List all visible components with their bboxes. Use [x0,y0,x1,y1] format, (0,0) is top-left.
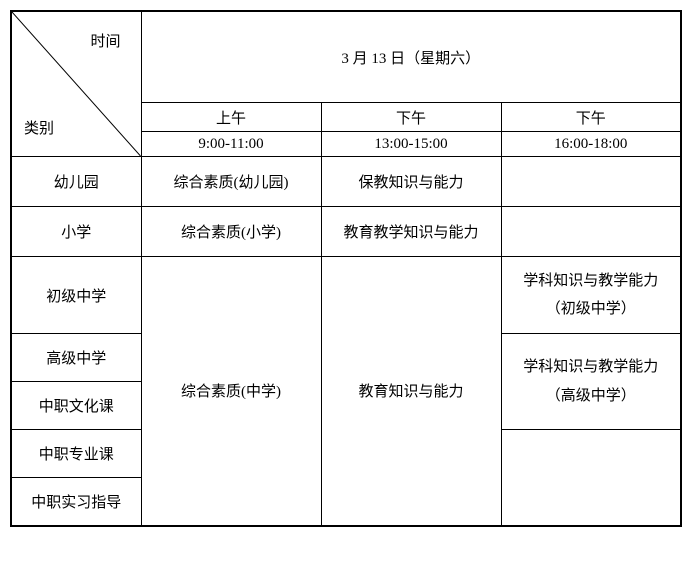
header-date: 3 月 13 日（星期六） [141,11,681,103]
row-kindergarten: 幼儿园 综合素质(幼儿园) 保教知识与能力 [11,157,681,207]
cell-voc-pm2-empty [501,430,681,526]
cell-senior-pm2: 学科知识与教学能力 （高级中学） [501,334,681,430]
header-session-pm1: 下午 [321,103,501,132]
label-senior: 高级中学 [11,334,141,382]
cell-middle-pm1: 教育知识与能力 [321,257,501,526]
header-session-am: 上午 [141,103,321,132]
header-category-label: 类别 [24,117,54,138]
header-time-pm2: 16:00-18:00 [501,132,681,157]
cell-kindergarten-am: 综合素质(幼儿园) [141,157,321,207]
header-row-date: 时间 类别 3 月 13 日（星期六） [11,11,681,103]
cell-primary-am: 综合素质(小学) [141,207,321,257]
cell-middle-am: 综合素质(中学) [141,257,321,526]
label-voc-intern: 中职实习指导 [11,478,141,526]
cell-primary-pm1: 教育教学知识与能力 [321,207,501,257]
cell-junior-pm2: 学科知识与教学能力 （初级中学） [501,257,681,334]
header-time-am: 9:00-11:00 [141,132,321,157]
schedule-table: 时间 类别 3 月 13 日（星期六） 上午 下午 下午 9:00-11:00 … [10,10,682,527]
row-junior: 初级中学 综合素质(中学) 教育知识与能力 学科知识与教学能力 （初级中学） [11,257,681,334]
cell-senior-pm2-line2: （高级中学） [546,388,636,404]
label-primary: 小学 [11,207,141,257]
label-voc-major: 中职专业课 [11,430,141,478]
cell-junior-pm2-line2: （初级中学） [546,301,636,317]
cell-senior-pm2-line1: 学科知识与教学能力 [523,359,658,375]
label-junior: 初级中学 [11,257,141,334]
cell-kindergarten-pm1: 保教知识与能力 [321,157,501,207]
diagonal-header-cell: 时间 类别 [11,11,141,157]
label-voc-culture: 中职文化课 [11,382,141,430]
cell-junior-pm2-line1: 学科知识与教学能力 [523,273,658,289]
header-time-label: 时间 [90,30,120,51]
cell-kindergarten-pm2 [501,157,681,207]
row-primary: 小学 综合素质(小学) 教育教学知识与能力 [11,207,681,257]
label-kindergarten: 幼儿园 [11,157,141,207]
cell-primary-pm2 [501,207,681,257]
header-time-pm1: 13:00-15:00 [321,132,501,157]
header-session-pm2: 下午 [501,103,681,132]
